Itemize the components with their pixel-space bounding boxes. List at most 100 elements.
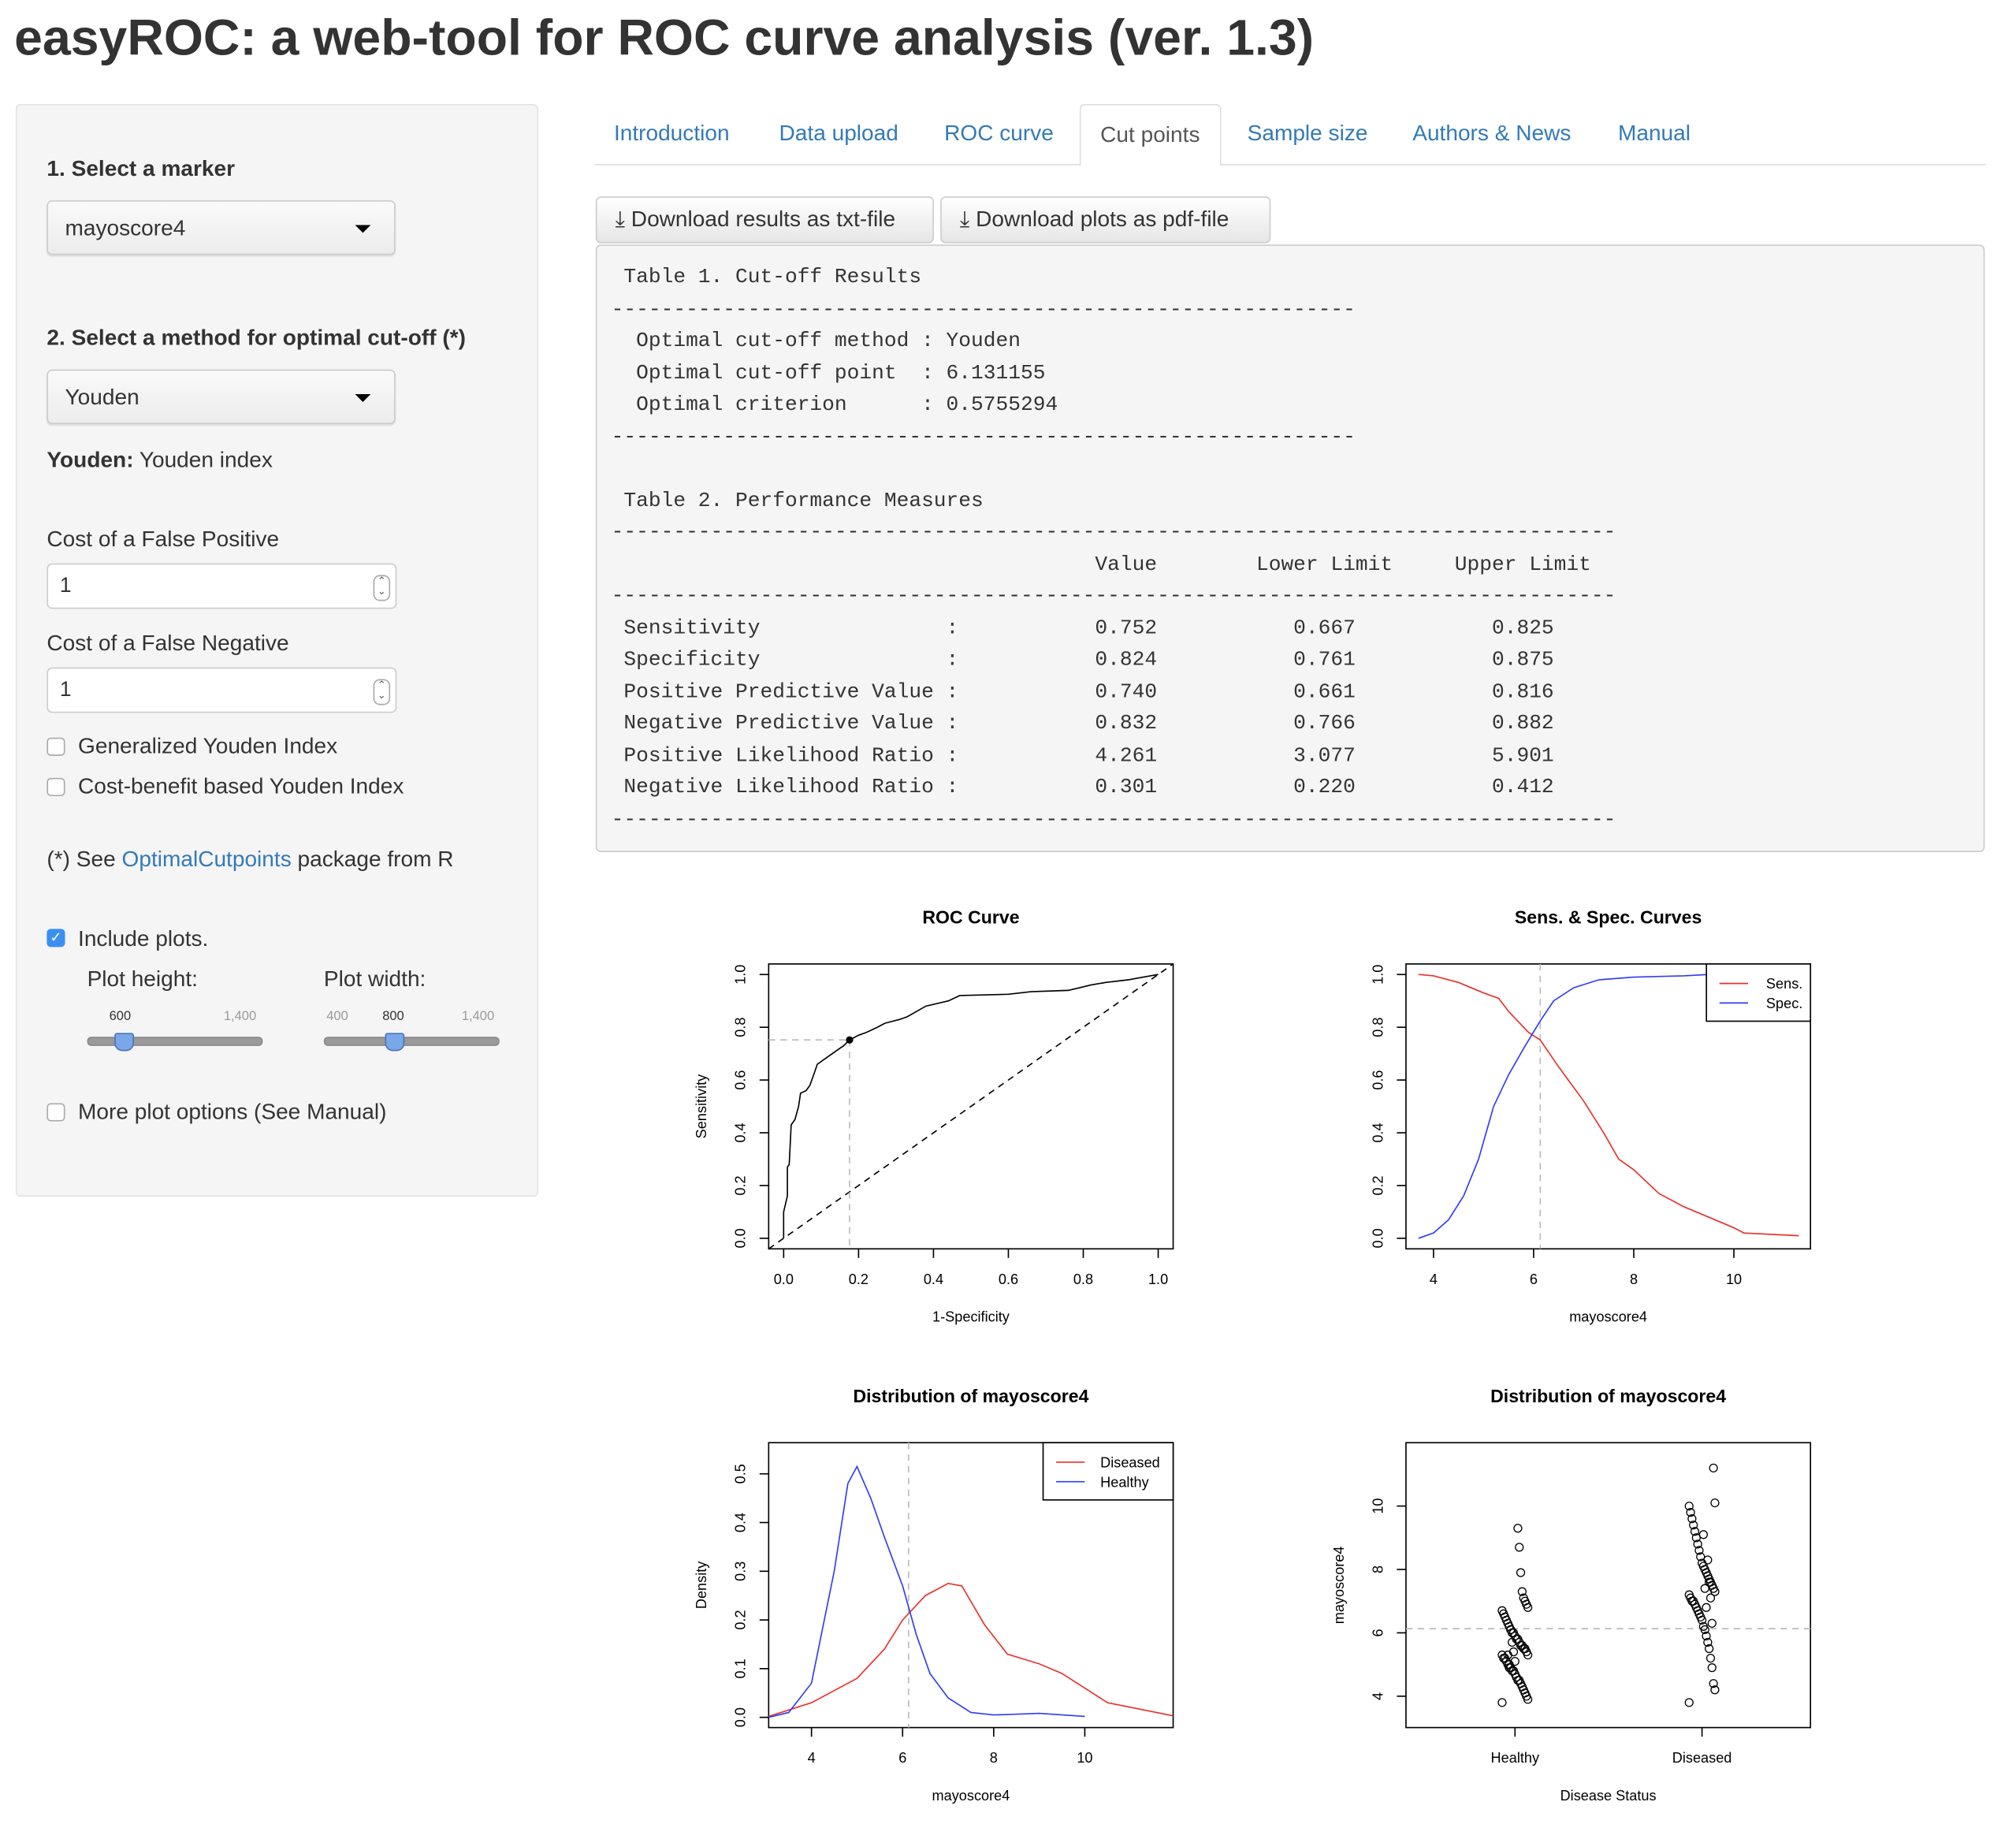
tab-data-upload[interactable]: Data upload — [779, 121, 898, 146]
width-slider-max: 1,400 — [461, 1009, 495, 1024]
y-axis-label: Density — [694, 1561, 709, 1609]
chart-title: Sens. & Spec. Curves — [1515, 907, 1702, 928]
plot-height-label: Plot height: — [87, 966, 198, 992]
plot-frame — [1405, 963, 1812, 1250]
chart-3: Distribution of mayoscore4 Disease Status… — [1331, 1386, 1812, 1804]
legend-label: Sens. — [1766, 976, 1802, 992]
x-tick-label: 6 — [1530, 1271, 1538, 1287]
cost-fn-value: 1 — [59, 679, 72, 702]
x-tick-label: 6 — [898, 1750, 906, 1766]
y-tick-label: 0.6 — [733, 1070, 749, 1090]
data-point — [1696, 1552, 1705, 1562]
data-point — [1686, 1508, 1695, 1517]
tab-introduction[interactable]: Introduction — [613, 121, 730, 146]
x-tick-label: 10 — [1077, 1750, 1092, 1766]
x-axis-label: 1-Specificity — [932, 1309, 1010, 1325]
width-slider-value: 800 — [382, 1009, 404, 1024]
cost-fp-label: Cost of a False Positive — [46, 527, 280, 552]
x-tick-label: 10 — [1726, 1271, 1742, 1287]
download-icon: ⤓ — [959, 207, 970, 232]
chevron-down-icon — [355, 225, 371, 233]
tab-manual[interactable]: Manual — [1617, 121, 1691, 146]
tab-roc-curve[interactable]: ROC curve — [944, 121, 1054, 146]
include-plots-checkbox[interactable]: ✓ — [46, 929, 65, 948]
data-point — [1512, 1673, 1521, 1682]
plot-height-slider[interactable] — [87, 1037, 263, 1046]
download-txt-button[interactable]: ⤓ Download results as txt-file — [595, 196, 934, 244]
x-tick-label: 0.6 — [999, 1271, 1018, 1287]
results-line: Positive Likelihood Ratio : 4.261 3.077 … — [611, 743, 1554, 767]
data-point — [1702, 1603, 1711, 1612]
results-line: ----------------------------------------… — [611, 807, 1616, 831]
y-tick-label: 6 — [1370, 1629, 1386, 1636]
width-slider-min: 400 — [326, 1009, 348, 1024]
cost-fn-label: Cost of a False Negative — [46, 631, 289, 656]
method-description: Youden: Youden index — [46, 448, 272, 474]
results-line: Specificity : 0.824 0.761 0.875 — [611, 647, 1554, 672]
stepper-icon[interactable]: ⌃ ⌄ — [373, 575, 391, 601]
data-point — [1707, 1663, 1717, 1673]
chart-title: Distribution of mayoscore4 — [853, 1386, 1088, 1406]
y-tick-label: 8 — [1370, 1566, 1386, 1573]
y-tick-label: 0.1 — [733, 1659, 749, 1678]
tab-sample-size[interactable]: Sample size — [1247, 121, 1368, 146]
y-tick-label: 0.2 — [733, 1610, 749, 1629]
data-point — [1705, 1644, 1714, 1654]
chart-title: ROC Curve — [922, 907, 1019, 928]
y-tick-label: 0.2 — [733, 1175, 749, 1195]
results-line: Table 1. Cut-off Results — [611, 265, 922, 289]
gen-youden-checkbox[interactable] — [46, 737, 65, 756]
marker-select[interactable]: mayoscore4 — [46, 200, 396, 255]
more-options-checkbox[interactable] — [46, 1103, 65, 1122]
data-point — [1710, 1685, 1720, 1695]
x-axis-label: Disease Status — [1560, 1788, 1657, 1804]
y-tick-label: 0.0 — [1370, 1228, 1386, 1248]
y-tick-label: 0.3 — [733, 1562, 749, 1581]
data-point — [1700, 1584, 1709, 1593]
include-plots-label: Include plots. — [78, 926, 209, 951]
tab-cut-points[interactable]: Cut points — [1079, 104, 1221, 167]
series-line-sens — [1418, 974, 1799, 1237]
y-tick-label: 0.2 — [1370, 1175, 1386, 1195]
plot-width-slider[interactable] — [323, 1037, 500, 1046]
tab-authors-news[interactable]: Authors & News — [1412, 121, 1572, 146]
method-select[interactable]: Youden — [46, 369, 396, 424]
height-slider-max: 1,400 — [223, 1009, 257, 1024]
cost-fn-input[interactable]: 1 ⌃ ⌄ — [46, 667, 397, 713]
note-suffix: package from R — [291, 847, 454, 872]
results-line: Negative Predictive Value : 0.832 0.766 … — [611, 711, 1554, 735]
y-tick-label: 0.8 — [1370, 1018, 1386, 1037]
data-point — [1684, 1590, 1694, 1599]
package-note: (*) See OptimalCutpoints package from R — [46, 847, 453, 873]
results-line: ----------------------------------------… — [611, 583, 1616, 608]
x-axis-label: mayoscore4 — [1569, 1309, 1647, 1325]
results-line: Value Lower Limit Upper Limit — [611, 552, 1591, 576]
download-txt-label: Download results as txt-file — [630, 207, 896, 232]
x-tick-label: 4 — [808, 1750, 816, 1766]
data-point — [1698, 1530, 1709, 1539]
stepper-icon[interactable]: ⌃ ⌄ — [373, 679, 391, 706]
x-tick-label: Diseased — [1672, 1750, 1732, 1766]
chart-2: Distribution of mayoscore4 mayoscore4 Dens… — [694, 1386, 1174, 1804]
plot-width-label: Plot width: — [323, 966, 426, 992]
data-point — [1513, 1524, 1523, 1533]
data-point — [1702, 1631, 1711, 1641]
cost-youden-checkbox[interactable] — [46, 777, 65, 796]
results-line: Optimal cut-off method : Youden — [611, 329, 1021, 353]
y-tick-label: 0.4 — [733, 1513, 749, 1532]
results-line: Optimal criterion : 0.5755294 — [611, 393, 1058, 417]
series-line-spec — [1418, 974, 1799, 1239]
data-point — [1508, 1637, 1517, 1647]
legend-label: Spec. — [1766, 996, 1802, 1011]
data-point — [1709, 1463, 1718, 1472]
plot-height-handle[interactable] — [114, 1033, 134, 1052]
sidebar: 1. Select a marker mayoscore4 2. Select … — [15, 104, 539, 1197]
data-point — [1705, 1577, 1714, 1587]
optimalcutpoints-link[interactable]: OptimalCutpoints — [121, 847, 292, 872]
y-tick-label: 10 — [1370, 1498, 1386, 1513]
download-pdf-button[interactable]: ⤓ Download plots as pdf-file — [940, 196, 1271, 244]
chart-1: Sens. & Spec. Curves mayoscore4 0.0 0.2 0.4 0… — [1370, 907, 1812, 1325]
plot-width-handle[interactable] — [385, 1033, 405, 1052]
cost-fp-input[interactable]: 1 ⌃ ⌄ — [46, 563, 397, 609]
